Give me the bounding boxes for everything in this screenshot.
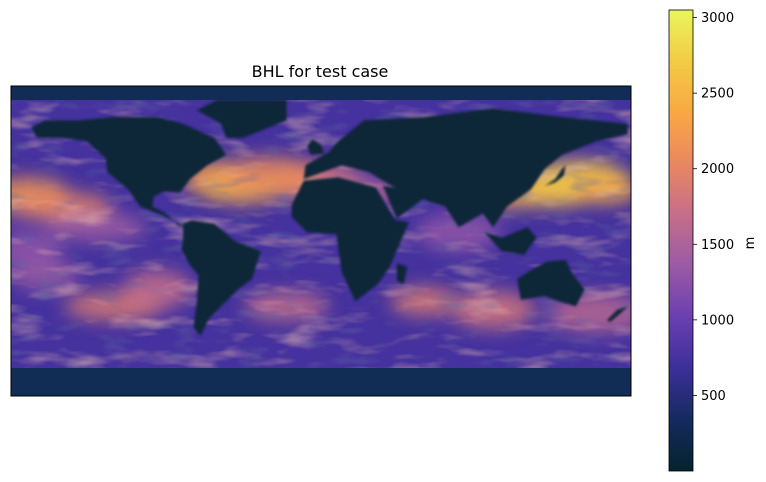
colorbar-tick-label: 2500 <box>701 87 734 102</box>
land-mass <box>31 117 227 228</box>
colorbar-label: m <box>743 237 758 250</box>
land-mass <box>484 227 537 255</box>
land-mass <box>606 306 628 322</box>
antarctic-band <box>11 368 631 396</box>
land-mass <box>383 185 425 219</box>
heatmap-panel <box>11 86 631 396</box>
land-masses <box>31 99 628 336</box>
colorbar-tick-label: 1000 <box>701 313 734 328</box>
colorbar-tick-label: 2000 <box>701 162 734 177</box>
land-mass <box>303 108 628 228</box>
land-mass <box>396 263 408 285</box>
land-mass <box>181 220 261 336</box>
colorbar-tick-label: 3000 <box>701 11 734 26</box>
colorbar-gradient <box>668 9 694 472</box>
land-mass <box>517 259 585 307</box>
land-mass <box>197 99 287 138</box>
colorbar-ticks: 500 1000 1500 2000 2500 3000 <box>693 11 734 404</box>
land-mass <box>307 139 325 155</box>
colorbar-tick-label: 1500 <box>701 238 734 253</box>
colorbar-tick-label: 500 <box>701 389 726 404</box>
chart-title: BHL for test case <box>252 62 389 81</box>
land-mass <box>544 165 566 186</box>
land-mass <box>291 177 409 302</box>
arctic-band <box>11 86 631 100</box>
colorbar: 500 1000 1500 2000 2500 3000 m <box>668 9 758 472</box>
map-frame <box>10 85 632 397</box>
